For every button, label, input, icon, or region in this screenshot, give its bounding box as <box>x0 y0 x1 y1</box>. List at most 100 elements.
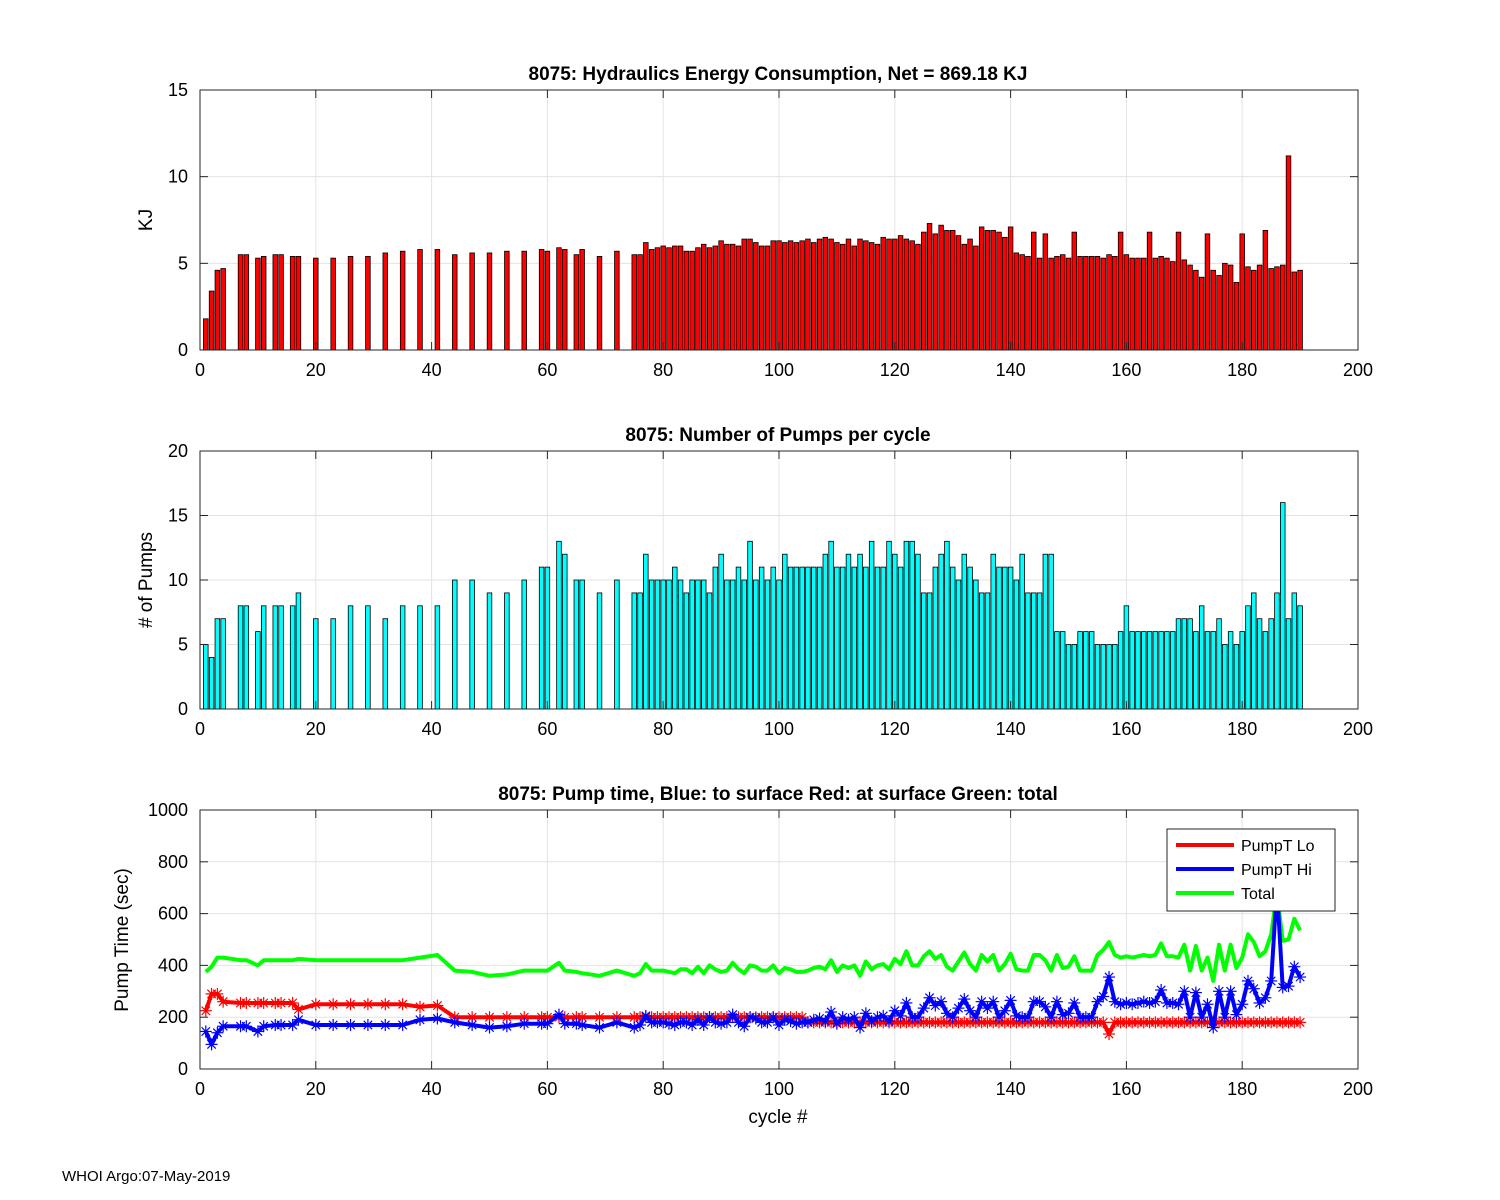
series-marker-pumpt-hi <box>1004 994 1017 1007</box>
energy-bar <box>272 254 278 351</box>
pumps-panel: 8075: Number of Pumps per cycle 0 20 40 60 8… <box>136 425 1373 739</box>
energy-bar <box>643 242 649 351</box>
pumps-xtick-label: 20 <box>306 719 326 739</box>
energy-bar <box>1117 231 1124 351</box>
energy-bar <box>660 245 666 351</box>
series-marker-pumpt-hi <box>414 1013 427 1026</box>
energy-bar <box>417 249 423 351</box>
pumptime-xtick-label: 100 <box>764 1079 794 1099</box>
pumps-ytick-label: 20 <box>168 441 188 461</box>
pumps-bar <box>1019 553 1025 710</box>
energy-bar <box>938 224 944 351</box>
energy-bar <box>666 247 672 351</box>
series-marker-pumpt-hi <box>738 1020 751 1033</box>
series-marker-pumpt-hi <box>257 1020 270 1033</box>
pumps-bar <box>1123 605 1130 710</box>
series-marker-pumpt-hi <box>859 1007 872 1020</box>
pumps-bar <box>816 566 823 710</box>
pumptime-xtick-label: 200 <box>1343 1079 1373 1099</box>
energy-bar <box>1274 266 1280 351</box>
pumps-bar <box>996 566 1002 710</box>
series-marker-pumpt-lo <box>240 996 253 1009</box>
energy-bar <box>1187 264 1193 351</box>
energy-bar <box>237 254 244 351</box>
energy-xtick-label: 0 <box>195 360 205 380</box>
energy-bar <box>1048 257 1054 351</box>
series-marker-pumpt-hi <box>1103 971 1116 984</box>
energy-bar <box>220 268 226 351</box>
series-marker-pumpt-hi <box>917 1002 930 1015</box>
series-marker-pumpt-hi <box>518 1017 531 1030</box>
pumps-bar <box>978 592 985 710</box>
energy-bar <box>926 223 933 351</box>
series-marker-pumpt-hi <box>1068 996 1081 1009</box>
pumps-bar <box>486 592 493 710</box>
series-marker-pumpt-hi <box>199 1025 212 1038</box>
pumps-bar <box>521 579 527 710</box>
pumps-bar <box>724 579 730 710</box>
pumps-ytick-label: 0 <box>178 699 188 719</box>
pumps-bar <box>260 605 267 710</box>
series-marker-pumpt-hi <box>1114 998 1127 1011</box>
pumps-bar <box>452 579 458 710</box>
pumps-bar <box>1094 644 1101 710</box>
series-marker-pumpt-hi <box>1149 995 1162 1008</box>
energy-bar <box>203 318 209 351</box>
energy-bar <box>949 229 956 351</box>
energy-bar <box>1100 257 1106 351</box>
pumps-bar <box>1071 644 1078 710</box>
series-marker-pumpt-hi <box>275 1018 288 1031</box>
energy-ticks: 0 20 40 60 80 100 120 140 160 180 200 0 5 10 15 <box>168 80 1373 380</box>
energy-bar <box>1245 266 1251 351</box>
series-marker-pumpt-lo <box>309 998 322 1011</box>
series-marker-pumpt-hi <box>993 1011 1006 1024</box>
series-marker-pumpt-hi <box>1294 971 1307 984</box>
pumps-bar <box>208 657 215 710</box>
pumps-bar <box>272 605 278 710</box>
pumps-bar <box>243 605 250 710</box>
series-marker-pumpt-hi <box>1195 1011 1208 1024</box>
pumps-bar <box>278 605 284 710</box>
pumptime-xtick-label: 0 <box>195 1079 205 1099</box>
energy-bar <box>672 245 678 351</box>
energy-bar <box>243 254 250 351</box>
pumps-xtick-label: 40 <box>422 719 442 739</box>
energy-bar <box>399 250 406 351</box>
energy-bar <box>874 243 881 351</box>
pumps-bar <box>1181 618 1188 710</box>
energy-bar <box>1077 255 1083 351</box>
series-marker-pumpt-hi <box>1085 1011 1098 1024</box>
series-marker-pumpt-hi <box>1189 986 1202 999</box>
pumps-bar <box>1204 631 1211 710</box>
pumps-bar <box>1083 631 1089 710</box>
pumps-bar <box>544 566 551 710</box>
energy-bar <box>695 247 701 351</box>
energy-bar <box>805 238 811 351</box>
energy-bar <box>909 240 915 351</box>
energy-bar <box>967 238 973 351</box>
pumptime-ytick-label: 600 <box>158 904 188 924</box>
energy-bar <box>295 255 302 351</box>
energy-bar <box>382 252 388 351</box>
series-marker-pumpt-lo <box>414 1000 427 1013</box>
pumps-bar <box>538 566 545 710</box>
pumps-bar <box>1135 631 1141 710</box>
series-marker-pumpt-lo <box>361 998 374 1011</box>
pumps-xtick-label: 140 <box>996 719 1026 739</box>
pumps-bar <box>313 618 319 710</box>
pumps-bar <box>1291 592 1298 710</box>
energy-bar <box>706 247 713 351</box>
pumps-bar <box>735 566 742 710</box>
pumps-bar <box>1164 631 1170 710</box>
energy-bar <box>1031 231 1037 351</box>
energy-bar <box>701 243 707 351</box>
pumps-bar <box>915 553 921 710</box>
energy-bar <box>596 255 603 351</box>
pumps-bar <box>220 618 226 710</box>
energy-bar <box>932 233 939 351</box>
series-marker-pumpt-hi <box>1218 1011 1231 1024</box>
series-marker-pumpt-hi <box>552 1008 565 1021</box>
pumps-bar <box>1233 644 1240 710</box>
pumps-bar <box>1256 618 1263 710</box>
energy-bar <box>330 257 336 351</box>
